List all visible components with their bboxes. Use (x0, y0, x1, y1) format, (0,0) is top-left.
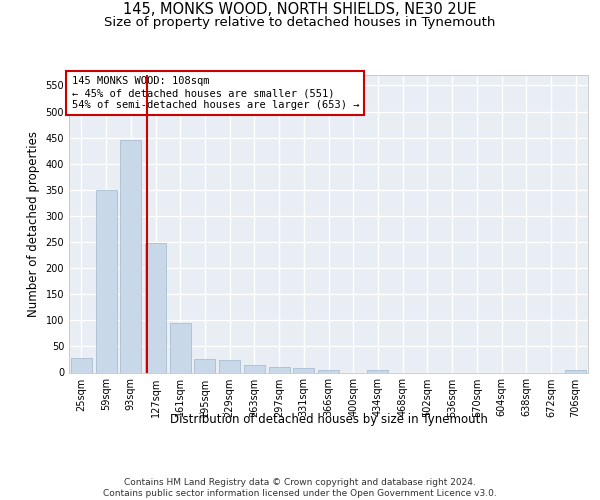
Bar (219, 360, 240, 372)
Text: 145, MONKS WOOD, NORTH SHIELDS, NE30 2UE: 145, MONKS WOOD, NORTH SHIELDS, NE30 2UE (123, 2, 477, 18)
Bar (71, 358, 92, 372)
Text: Distribution of detached houses by size in Tynemouth: Distribution of detached houses by size … (170, 412, 488, 426)
Bar (367, 370, 388, 372)
Text: 145 MONKS WOOD: 108sqm
← 45% of detached houses are smaller (551)
54% of semi-de: 145 MONKS WOOD: 108sqm ← 45% of detached… (71, 76, 359, 110)
Text: Size of property relative to detached houses in Tynemouth: Size of property relative to detached ho… (104, 16, 496, 29)
Bar (95, 190, 116, 372)
Bar (318, 370, 339, 372)
Bar (194, 360, 215, 372)
Bar (170, 324, 191, 372)
Bar (120, 140, 141, 372)
Y-axis label: Number of detached properties: Number of detached properties (27, 130, 40, 317)
Bar (145, 243, 166, 372)
Bar (269, 367, 290, 372)
Bar (565, 370, 586, 372)
Text: Contains HM Land Registry data © Crown copyright and database right 2024.
Contai: Contains HM Land Registry data © Crown c… (103, 478, 497, 498)
Bar (244, 365, 265, 372)
Bar (293, 368, 314, 372)
